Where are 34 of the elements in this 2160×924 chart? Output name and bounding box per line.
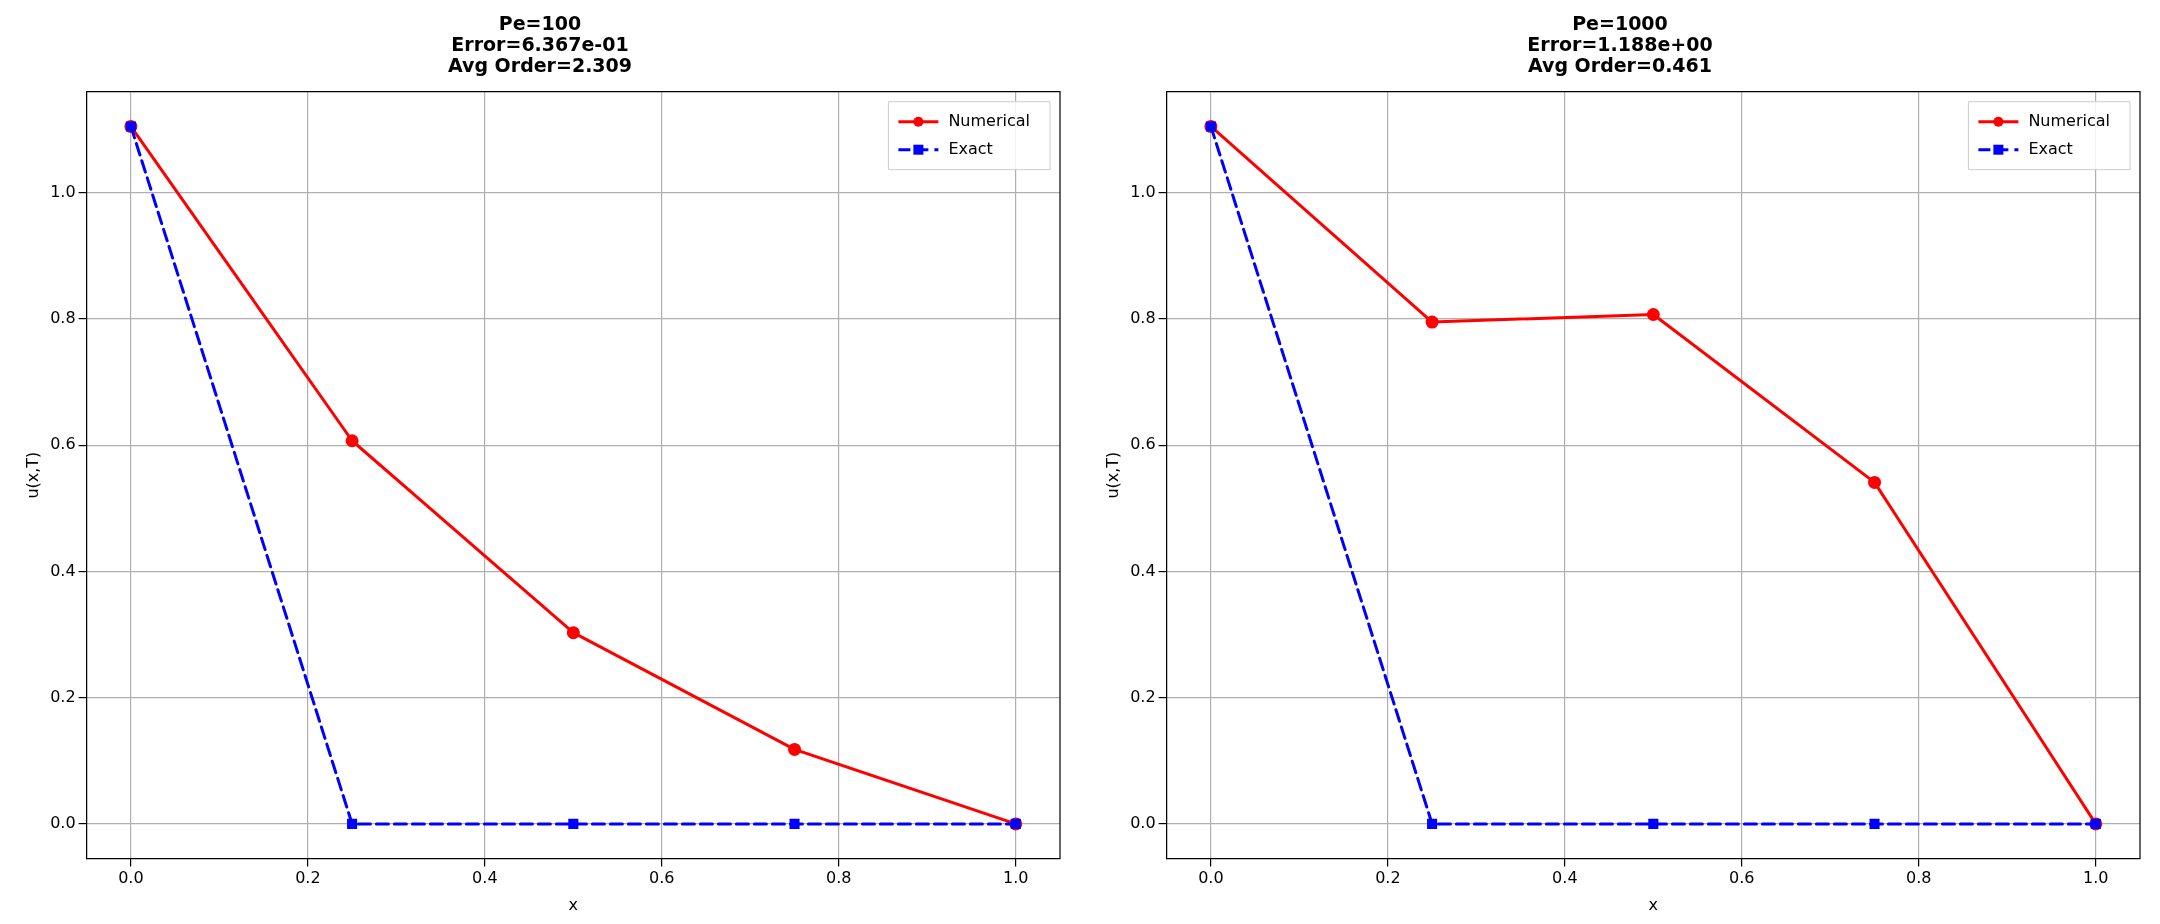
y-tick-label: 0.4 — [1130, 560, 1156, 580]
y-tick-label: 1.0 — [50, 181, 76, 201]
legend-label: Exact — [948, 138, 993, 158]
x-axis-title: x — [1648, 894, 1659, 914]
legend-label: Exact — [2028, 138, 2073, 158]
y-tick-label: 0.4 — [50, 560, 76, 580]
y-axis-title: u(x,T) — [22, 451, 42, 499]
x-tick-label: 0.6 — [649, 868, 675, 888]
x-tick-label: 0.4 — [1552, 868, 1578, 888]
y-tick-label: 0.6 — [1130, 434, 1156, 454]
x-tick-label: 0.4 — [472, 868, 498, 888]
y-tick-label: 0.2 — [1130, 686, 1156, 706]
y-tick-label: 1.0 — [1130, 181, 1156, 201]
x-axis-title: x — [568, 894, 579, 914]
x-tick-label: 1.0 — [1003, 868, 1029, 888]
chart-title: Pe=1000 Error=1.188e+00 Avg Order=0.461 — [1527, 12, 1713, 77]
y-tick-label: 0.8 — [50, 308, 76, 328]
x-tick-label: 0.2 — [295, 868, 321, 888]
y-tick-label: 0.6 — [50, 434, 76, 454]
x-tick-label: 0.6 — [1729, 868, 1755, 888]
y-tick-label: 0.0 — [50, 813, 76, 833]
x-tick-label: 0.8 — [1906, 868, 1932, 888]
legend-label: Numerical — [948, 110, 1030, 130]
x-tick-label: 0.0 — [1198, 868, 1224, 888]
y-tick-label: 0.8 — [1130, 308, 1156, 328]
x-tick-label: 0.0 — [118, 868, 144, 888]
chart-title: Pe=100 Error=6.367e-01 Avg Order=2.309 — [447, 12, 633, 77]
x-tick-label: 1.0 — [2083, 868, 2109, 888]
legend-label: Numerical — [2028, 110, 2110, 130]
y-tick-label: 0.0 — [1130, 813, 1156, 833]
y-axis-title: u(x,T) — [1102, 451, 1122, 499]
y-tick-label: 0.2 — [50, 686, 76, 706]
x-tick-label: 0.8 — [826, 868, 852, 888]
x-tick-label: 0.2 — [1375, 868, 1401, 888]
